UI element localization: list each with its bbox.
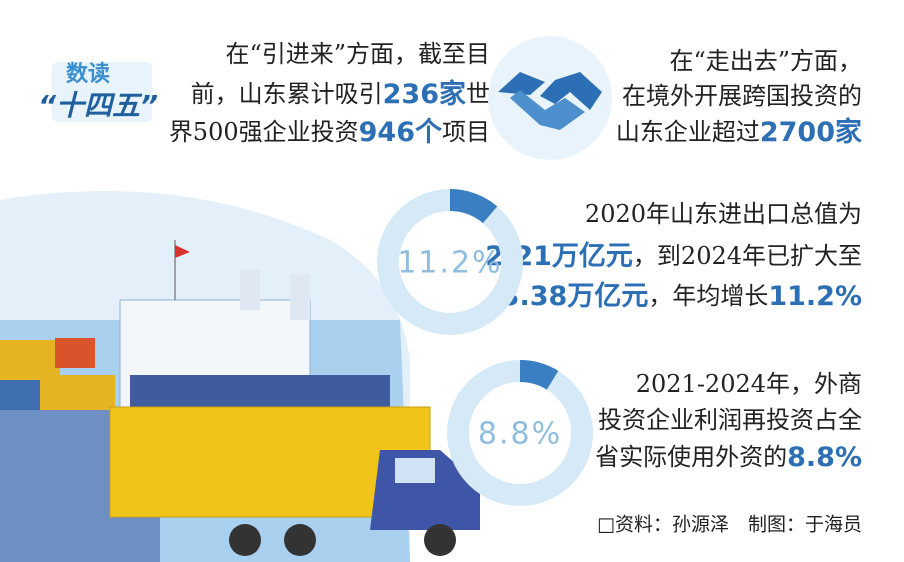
donut-label: 8.8% (478, 417, 562, 452)
donut-label: 11.2% (397, 246, 502, 281)
text-line: 2.21万亿元，到2024年已扩大至 (485, 241, 862, 272)
donut-arc (449, 189, 498, 224)
text-run: 项目 (442, 118, 490, 146)
text-run: 2020年山东进出口总值为 (585, 200, 862, 228)
port-illustration (0, 191, 480, 562)
handshake-icon (488, 36, 612, 160)
highlight-number: 946个 (359, 117, 443, 148)
text-line: 省实际使用外资的8.8% (595, 442, 862, 473)
donut-arc (519, 360, 559, 390)
highlight-number: 236家 (383, 78, 466, 110)
source-note: □资料：孙源泽 制图：于海员 (597, 514, 862, 536)
text-run: 2021-2024年，外商 (636, 370, 862, 398)
badge-subtitle: “十四五” (38, 89, 158, 122)
text-run: 前，山东累计吸引 (191, 80, 383, 108)
highlight-number: 2700家 (760, 116, 862, 148)
text-line: 2020年山东进出口总值为 (585, 200, 862, 228)
text-line: 前，山东累计吸引236家世 (191, 78, 490, 110)
text-line: 界500强企业投资946个项目 (169, 117, 490, 148)
text-line: 投资企业利润再投资占全 (598, 406, 862, 434)
text-line: 在“走出去”方面， (669, 47, 862, 75)
text-run: 山东企业超过 (616, 118, 760, 146)
text-run: ，到2024年已扩大至 (633, 242, 862, 270)
badge-bg (52, 62, 152, 122)
text-run: 投资企业利润再投资占全 (598, 406, 862, 434)
badge: 数读 “十四五” (38, 61, 158, 122)
text-run: ，年均增长 (648, 282, 768, 310)
text-line: 在“引进来”方面，截至目 (225, 40, 490, 68)
text-run: 世 (466, 80, 490, 108)
text-line: 2021-2024年，外商 (636, 370, 862, 398)
text-line: 山东企业超过2700家 (616, 116, 862, 148)
text-line: 3.38万亿元，年均增长11.2% (501, 281, 862, 312)
text-run: 省实际使用外资的 (595, 443, 787, 471)
highlight-number: 3.38万亿元 (501, 281, 649, 312)
highlight-number: 8.8% (787, 442, 862, 473)
text-line: 在境外开展跨国投资的 (622, 82, 862, 110)
text-run: 界500强企业投资 (169, 118, 359, 146)
text-run: 在境外开展跨国投资的 (622, 82, 862, 110)
highlight-number: 11.2% (768, 281, 862, 312)
text-run: 在“走出去”方面， (669, 47, 862, 75)
text-run: 在“引进来”方面，截至目 (225, 40, 490, 68)
badge-title: 数读 (66, 61, 110, 87)
